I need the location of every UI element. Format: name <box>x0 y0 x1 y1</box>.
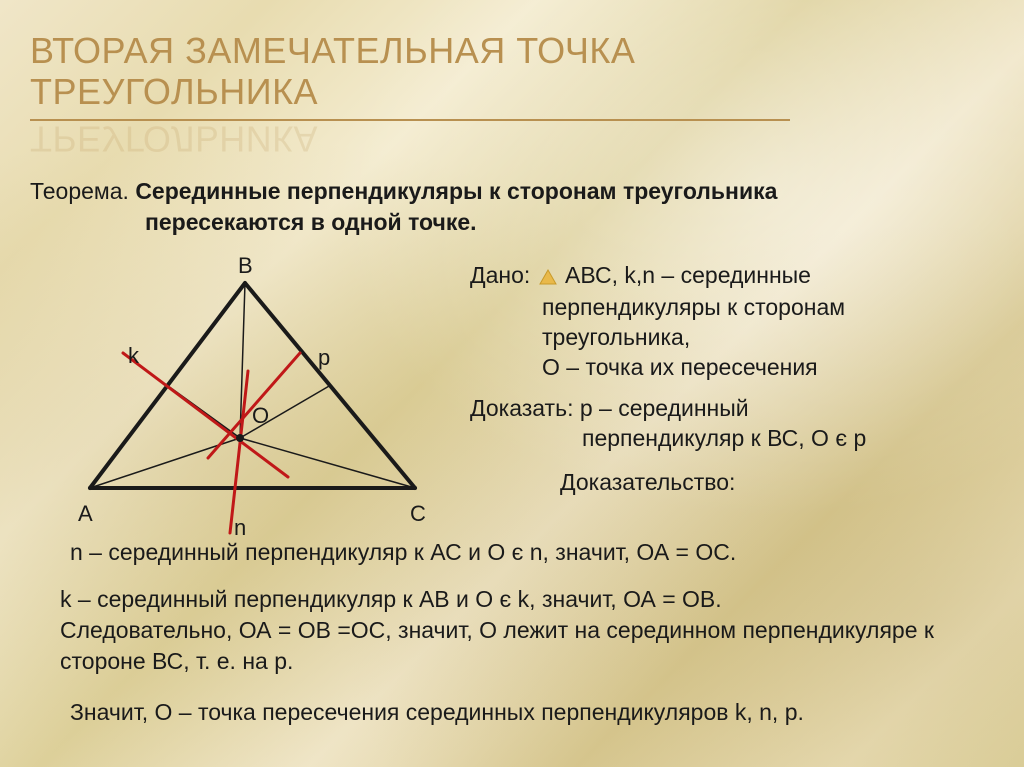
given-line-2: перпендикуляры к сторонам <box>470 293 994 323</box>
theorem-line-1: Серединные перпендикуляры к сторонам тре… <box>135 178 777 204</box>
prove-line-1: р – серединный <box>580 395 749 421</box>
prove-label: Доказать: <box>470 395 580 421</box>
paragraph-2b: Следовательно, ОА = ОВ =ОС, значит, О ле… <box>60 615 964 677</box>
title-line-2: треугольника <box>30 71 318 112</box>
title-line-1: Вторая замечательная точка <box>30 30 635 71</box>
given-line-4: О – точка их пересечения <box>470 353 994 383</box>
vertex-label-O: О <box>252 403 269 429</box>
paragraph-3: Значит, О – точка пересечения серединных… <box>70 697 964 728</box>
vertex-label-p: p <box>318 345 330 371</box>
vertex-label-k: k <box>128 343 139 369</box>
theorem: Теорема. Серединные перпендикуляры к сто… <box>30 176 994 238</box>
title-reflection: треугольника <box>30 118 318 159</box>
vertex-label-n: n <box>234 515 246 541</box>
vertex-label-B: В <box>238 253 253 279</box>
paragraph-2: k – серединный перпендикуляр к АВ и О є … <box>60 584 964 677</box>
triangle-icon <box>539 263 557 293</box>
given-line-3: треугольника, <box>470 323 994 353</box>
vertex-label-C: С <box>410 501 426 527</box>
triangle-svg <box>30 243 470 543</box>
given-line-1: АВС, k,n – серединные <box>559 262 811 288</box>
vertex-label-A: А <box>78 501 93 527</box>
theorem-label: Теорема. <box>30 178 135 204</box>
prove-line-2: перпендикуляр к ВС, О є р <box>470 424 994 454</box>
proof-label: Доказательство: <box>470 468 994 498</box>
diagram: АВСОkpn <box>30 243 470 533</box>
given-label: Дано: <box>470 262 530 288</box>
slide-title: Вторая замечательная точка треугольника <box>30 30 994 121</box>
theorem-line-2: пересекаются в одной точке. <box>30 207 994 238</box>
prove-block: Доказать: р – серединный перпендикуляр к… <box>470 394 994 454</box>
given-block: Дано: АВС, k,n – серединные перпендикуля… <box>470 261 994 383</box>
paragraph-2a: k – серединный перпендикуляр к АВ и О є … <box>60 584 964 615</box>
